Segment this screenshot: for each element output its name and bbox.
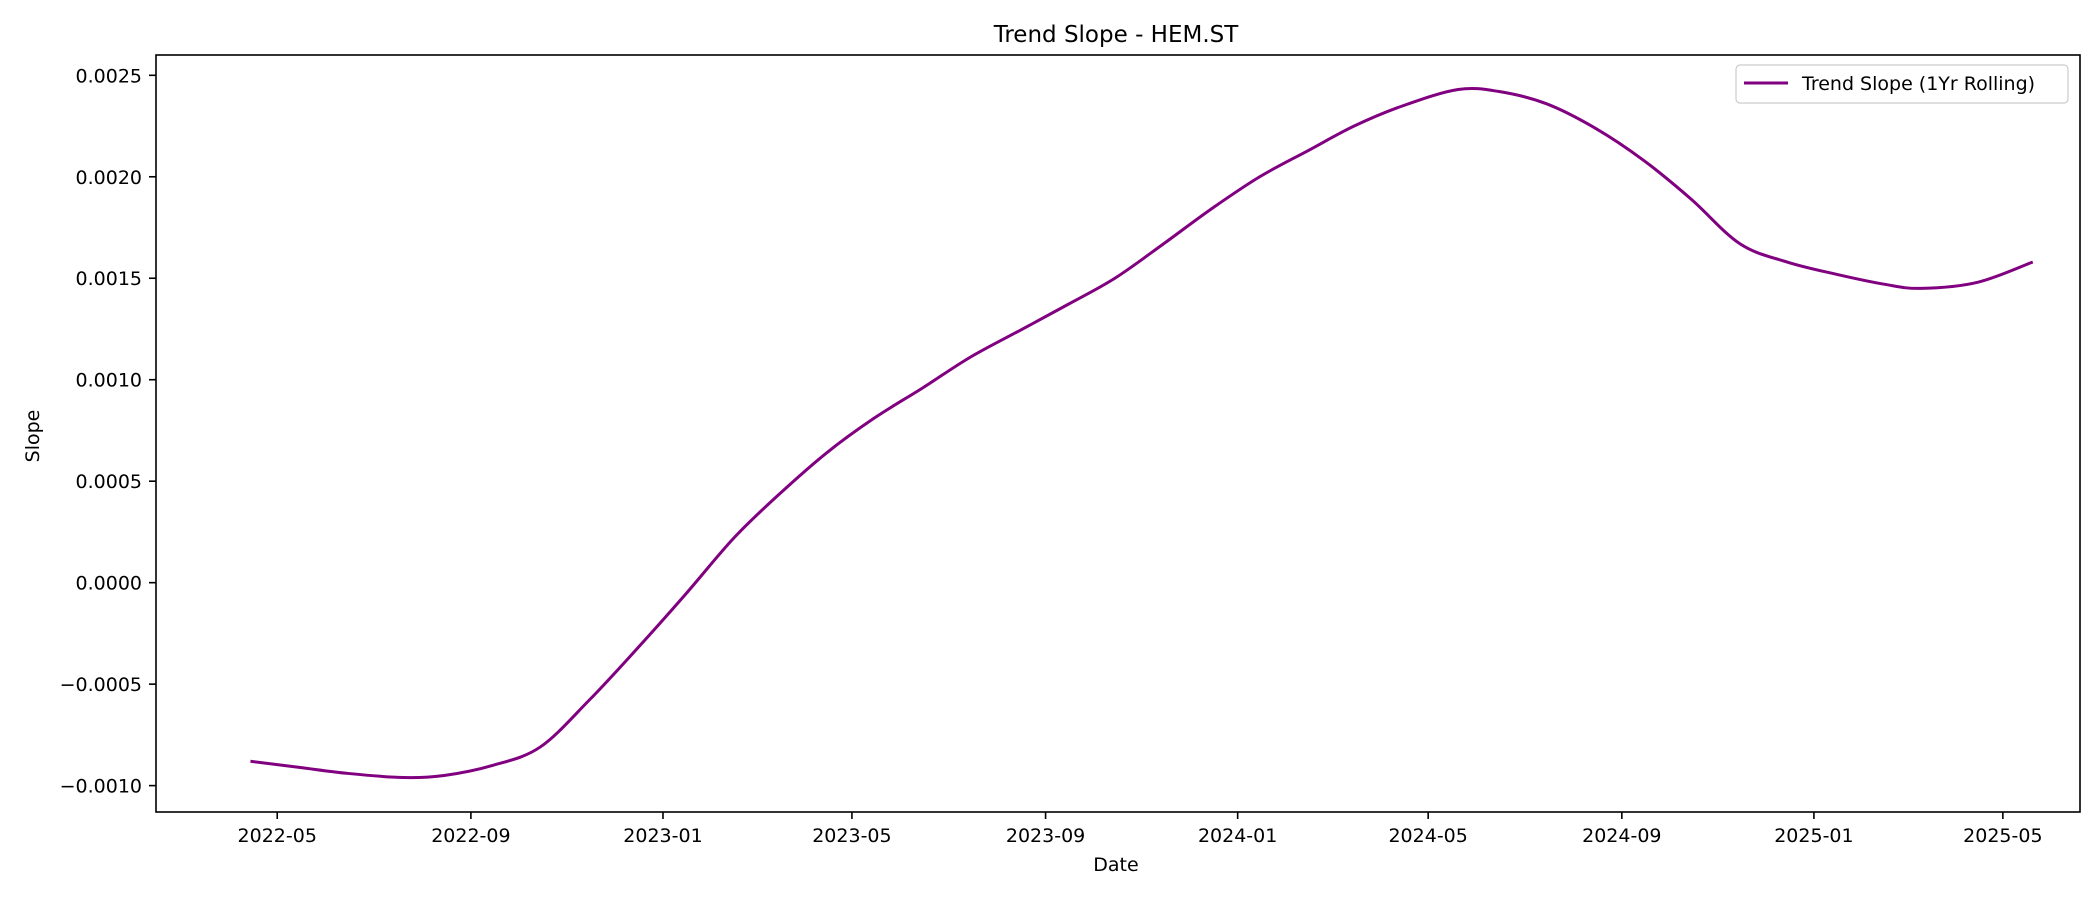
x-tick-label: 2025-01 bbox=[1774, 825, 1853, 847]
x-tick-label: 2022-05 bbox=[238, 825, 317, 847]
y-tick-label: −0.0010 bbox=[60, 776, 142, 798]
y-axis-label: Slope bbox=[22, 410, 44, 463]
y-tick-label: 0.0025 bbox=[76, 65, 142, 87]
plot-area: 2022-05 2022-09 2023-01 2023-05 2023-09 2024-… bbox=[60, 54, 2081, 847]
y-tick-label: 0.0015 bbox=[76, 268, 142, 290]
x-tick-label: 2024-05 bbox=[1388, 825, 1467, 847]
y-tick-label: −0.0005 bbox=[60, 674, 142, 696]
x-tick-label: 2023-05 bbox=[812, 825, 891, 847]
legend-box bbox=[1735, 64, 2069, 104]
x-tick-label: 2024-01 bbox=[1198, 825, 1277, 847]
y-tick-label: 0.0010 bbox=[76, 370, 142, 392]
chart-title: Trend Slope - HEM.ST bbox=[993, 22, 1240, 48]
x-tick-label: 2022-09 bbox=[431, 825, 510, 847]
axes-frame bbox=[155, 54, 2081, 813]
x-tick-label: 2024-09 bbox=[1582, 825, 1661, 847]
y-tick-label: 0.0020 bbox=[76, 167, 142, 189]
x-tick-label: 2023-01 bbox=[623, 825, 702, 847]
y-tick-label: 0.0005 bbox=[76, 471, 142, 493]
legend: Trend Slope (1Yr Rolling) bbox=[1735, 64, 2069, 104]
series-line-0 bbox=[250, 86, 2034, 780]
x-tick-label: 2023-09 bbox=[1006, 825, 1085, 847]
x-tick-label: 2025-05 bbox=[1963, 825, 2042, 847]
y-tick-label: 0.0000 bbox=[76, 573, 142, 595]
x-axis-label: Date bbox=[1093, 854, 1138, 876]
legend-label: Trend Slope (1Yr Rolling) bbox=[1801, 73, 2035, 95]
